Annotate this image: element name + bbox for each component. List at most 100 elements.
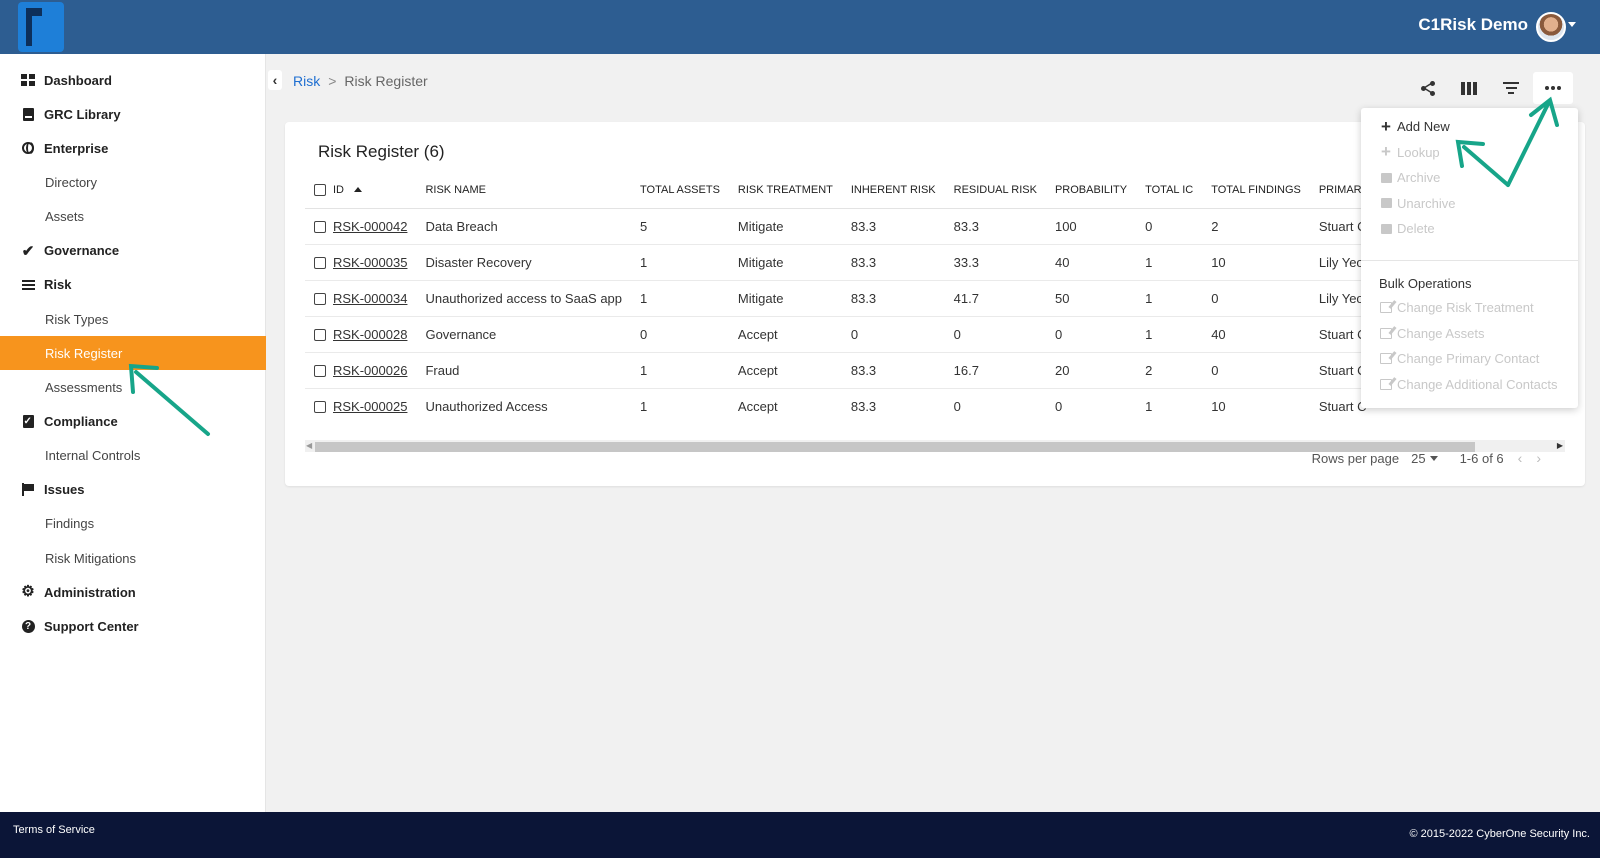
- table-cell: RSK-000034: [305, 280, 417, 317]
- table-row[interactable]: RSK-000028 Governance 0 Accept 0 0 0 1 40 Stuart …: [305, 316, 1390, 353]
- sidebar-item-issues[interactable]: Issues: [0, 473, 266, 507]
- column-header[interactable]: TOTAL ASSETS: [631, 172, 729, 209]
- help-icon: ?: [20, 618, 36, 634]
- breadcrumb-risk-link[interactable]: Risk: [293, 73, 321, 89]
- menu-item-label: Change Risk Treatment: [1397, 300, 1534, 315]
- terms-of-service-link[interactable]: Terms of Service: [13, 824, 95, 836]
- table-cell: 1: [631, 280, 729, 317]
- sidebar-item-enterprise[interactable]: Enterprise: [0, 131, 266, 165]
- row-checkbox[interactable]: [314, 293, 326, 306]
- globe-icon: [20, 140, 36, 156]
- sidebar-item-directory[interactable]: Directory: [0, 165, 266, 199]
- menu-item-unarchive[interactable]: Unarchive: [1379, 196, 1456, 211]
- more-options-button[interactable]: [1533, 72, 1573, 104]
- menu-item-label: Change Assets: [1397, 325, 1485, 341]
- sidebar-item-administration[interactable]: ⚙ Administration: [0, 575, 266, 609]
- table-row[interactable]: RSK-000042 Data Breach 5 Mitigate 83.3 83.3 10…: [305, 208, 1390, 245]
- menu-item-change-assets[interactable]: Change Assets: [1379, 326, 1484, 341]
- menu-item-add-new[interactable]: + Add New: [1379, 118, 1450, 135]
- risk-table: ID RISK NAME TOTAL ASSETS RISK TREATMENT INH…: [305, 172, 1390, 422]
- table-cell: 83.3: [841, 352, 945, 389]
- table-cell: 100: [1045, 208, 1137, 245]
- horizontal-scrollbar[interactable]: ◀ ▶: [305, 440, 1565, 452]
- sidebar: Dashboard GRC Library Enterprise Directory A…: [0, 54, 266, 812]
- menu-item-archive[interactable]: Archive: [1379, 170, 1440, 185]
- scrollbar-thumb[interactable]: [315, 442, 1475, 452]
- table-cell: RSK-000026: [305, 352, 417, 389]
- next-page-icon[interactable]: ›: [1536, 450, 1541, 466]
- user-name[interactable]: C1Risk Demo: [1418, 15, 1528, 34]
- sidebar-item-risk-register[interactable]: Risk Register: [0, 336, 266, 371]
- menu-item-change-primary-contact[interactable]: Change Primary Contact: [1379, 351, 1539, 366]
- menu-item-change-risk-treatment[interactable]: Change Risk Treatment: [1379, 300, 1534, 315]
- sidebar-item-assessments[interactable]: Assessments: [0, 370, 266, 404]
- column-header[interactable]: TOTAL FINDINGS: [1202, 172, 1310, 209]
- table-row[interactable]: RSK-000034 Unauthorized access to SaaS ap…: [305, 280, 1390, 317]
- row-checkbox[interactable]: [314, 365, 326, 378]
- table-cell: Governance: [416, 316, 632, 353]
- sidebar-item-governance[interactable]: ✔ Governance: [0, 234, 266, 268]
- filter-button[interactable]: [1491, 72, 1531, 104]
- back-chevron-icon[interactable]: ‹: [268, 70, 282, 90]
- caret-down-icon[interactable]: [1568, 22, 1576, 27]
- sidebar-item-compliance[interactable]: Compliance: [0, 405, 266, 439]
- top-bar: C1Risk Demo: [0, 0, 1600, 54]
- app-logo[interactable]: [18, 2, 64, 52]
- select-all-checkbox[interactable]: [314, 183, 326, 196]
- column-header[interactable]: RISK NAME: [416, 172, 632, 209]
- sort-ascending-icon[interactable]: [354, 187, 362, 193]
- bulk-operations-heading: Bulk Operations: [1379, 276, 1472, 291]
- column-header[interactable]: TOTAL IC: [1136, 172, 1203, 209]
- sidebar-item-risk-mitigations[interactable]: Risk Mitigations: [0, 541, 266, 575]
- row-checkbox[interactable]: [314, 401, 326, 414]
- sidebar-item-label: Assessments: [45, 379, 123, 395]
- sidebar-item-risk[interactable]: Risk: [0, 268, 266, 302]
- caret-down-icon[interactable]: [1429, 455, 1438, 461]
- column-header[interactable]: RESIDUAL RISK: [944, 172, 1046, 209]
- sidebar-item-label: Risk Types: [45, 311, 109, 327]
- table-row[interactable]: RSK-000025 Unauthorized Access 1 Accept 83.3…: [305, 388, 1390, 422]
- risk-id-link[interactable]: RSK-000042: [333, 218, 408, 234]
- column-header[interactable]: INHERENT RISK: [841, 172, 945, 209]
- archive-icon: [1379, 198, 1393, 208]
- column-header[interactable]: PROBABILITY: [1045, 172, 1137, 209]
- column-header[interactable]: RISK TREATMENT: [728, 172, 842, 209]
- sidebar-item-internal-controls[interactable]: Internal Controls: [0, 439, 266, 473]
- rows-per-page-select[interactable]: 25: [1411, 450, 1426, 466]
- list-icon: [20, 277, 36, 293]
- previous-page-icon[interactable]: ‹: [1517, 450, 1523, 466]
- scroll-right-icon[interactable]: ▶: [1556, 441, 1563, 450]
- menu-item-lookup[interactable]: + Lookup: [1379, 143, 1440, 160]
- sidebar-item-grc-library[interactable]: GRC Library: [0, 97, 266, 131]
- menu-item-change-additional-contacts[interactable]: Change Additional Contacts: [1379, 377, 1557, 392]
- table-row[interactable]: RSK-000026 Fraud 1 Accept 83.3 16.7 20 2 0 Stuart…: [305, 352, 1390, 389]
- row-checkbox[interactable]: [314, 257, 326, 270]
- table-cell: 83.3: [944, 208, 1046, 245]
- row-checkbox[interactable]: [314, 329, 326, 342]
- risk-id-link[interactable]: RSK-000025: [333, 398, 408, 414]
- sidebar-item-dashboard[interactable]: Dashboard: [0, 63, 266, 97]
- table-cell: 16.7: [944, 352, 1046, 389]
- menu-item-label: Change Primary Contact: [1397, 351, 1540, 366]
- share-button[interactable]: [1408, 72, 1448, 104]
- menu-item-delete[interactable]: Delete: [1379, 221, 1435, 236]
- archive-icon: [1379, 172, 1393, 183]
- user-avatar[interactable]: [1536, 12, 1566, 42]
- risk-id-link[interactable]: RSK-000034: [333, 290, 408, 306]
- table-row[interactable]: RSK-000035 Disaster Recovery 1 Mitigate 83.3…: [305, 244, 1390, 281]
- table-cell: 83.3: [841, 280, 945, 317]
- sidebar-item-label: Directory: [45, 174, 98, 190]
- risk-id-link[interactable]: RSK-000035: [333, 254, 408, 270]
- sidebar-item-risk-types[interactable]: Risk Types: [0, 302, 266, 336]
- row-checkbox[interactable]: [314, 221, 326, 234]
- sidebar-item-assets[interactable]: Assets: [0, 200, 266, 234]
- column-header[interactable]: ID: [305, 172, 417, 209]
- rows-per-page-label: Rows per page: [1311, 450, 1400, 466]
- risk-id-link[interactable]: RSK-000028: [333, 326, 408, 342]
- sidebar-item-findings[interactable]: Findings: [0, 507, 266, 541]
- risk-id-link[interactable]: RSK-000026: [333, 362, 408, 378]
- sidebar-item-support-center[interactable]: ? Support Center: [0, 609, 266, 643]
- footer: Terms of Service © 2015-2022 CyberOne Se…: [0, 812, 1600, 858]
- columns-button[interactable]: [1449, 72, 1489, 104]
- scroll-left-icon[interactable]: ◀: [306, 441, 313, 450]
